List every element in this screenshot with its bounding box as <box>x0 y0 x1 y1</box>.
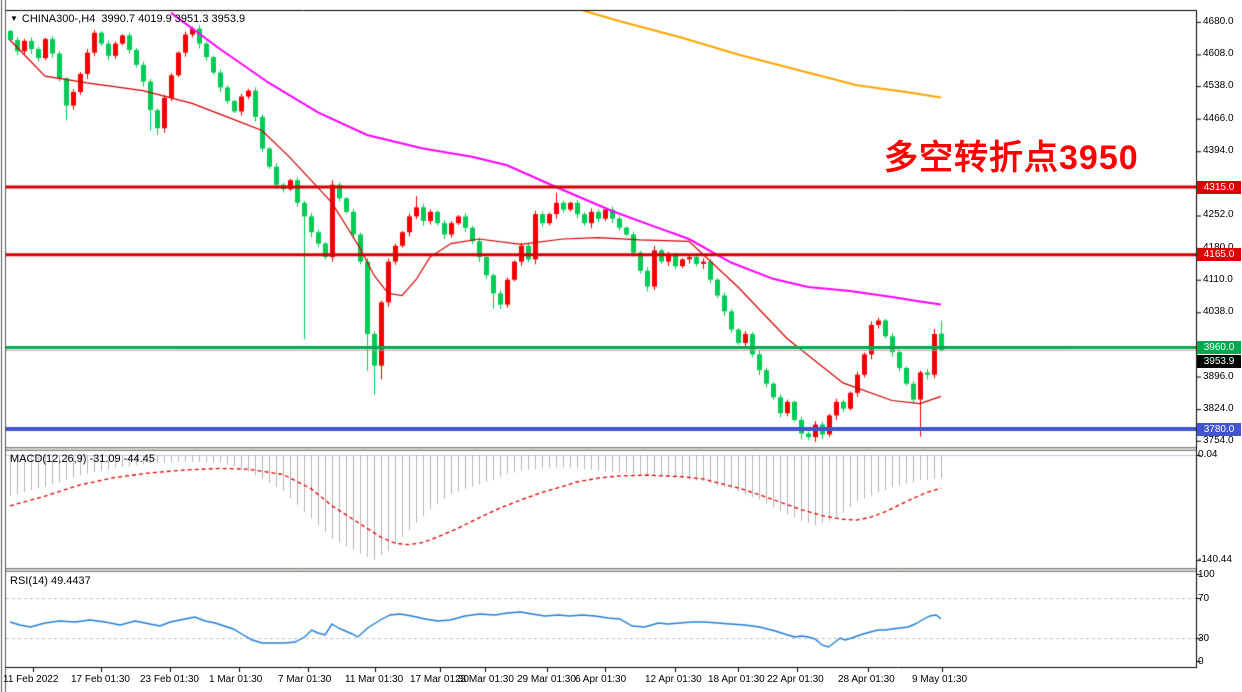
price-tick-label: 4466.0 <box>1203 112 1234 124</box>
date-label: 28 Apr 01:30 <box>838 674 895 685</box>
macd-indicator-label: MACD(12,26,9) -31.09 -44.45 <box>10 453 155 465</box>
chevron-down-icon[interactable]: ▼ <box>10 14 18 23</box>
date-label: 17 Mar 01:30 <box>410 674 469 685</box>
price-tick-label: 3754.0 <box>1203 434 1234 446</box>
date-label: 11 Mar 01:30 <box>345 674 404 685</box>
price-level-badge: 3960.0 <box>1197 341 1241 355</box>
chart-header: ▼ CHINA300-,H4 3990.7 4019.9 3951.3 3953.… <box>10 13 245 25</box>
date-label: 17 Feb 01:30 <box>71 674 130 685</box>
date-label: 12 Apr 01:30 <box>645 674 702 685</box>
date-label: 9 May 01:30 <box>912 674 968 685</box>
price-tick-label: 4110.0 <box>1203 273 1233 285</box>
price-tick-label: 4252.0 <box>1203 209 1234 221</box>
rsi-tick-label: 70 <box>1198 593 1210 604</box>
price-tick-label: 4680.0 <box>1203 15 1234 27</box>
date-label: 23 Feb 01:30 <box>140 674 199 685</box>
rsi-tick-label: 0 <box>1198 656 1204 667</box>
price-tick-label: 4608.0 <box>1203 48 1234 60</box>
price-tick-label: 4394.0 <box>1203 145 1234 157</box>
symbol-ohlc-label: CHINA300-,H4 3990.7 4019.9 3951.3 3953.9 <box>21 13 246 25</box>
rsi-tick-label: 30 <box>1198 633 1210 644</box>
price-tick-label: 4180.0 <box>1203 242 1234 253</box>
macd-tick-label: -140.44 <box>1198 553 1232 565</box>
price-level-badge: 4315.0 <box>1197 180 1241 194</box>
current-price-badge: 3953.9 <box>1197 355 1241 368</box>
date-label: 22 Apr 01:30 <box>767 674 824 685</box>
date-label: 23 Mar 01:30 <box>455 674 514 685</box>
date-label: 1 Mar 01:30 <box>209 674 263 685</box>
date-label: 7 Mar 01:30 <box>278 674 332 685</box>
date-label: 6 Apr 01:30 <box>575 674 627 685</box>
price-level-badge: 4165.0 <box>1197 248 1241 262</box>
price-tick-label: 3896.0 <box>1203 370 1234 382</box>
price-level-badge: 3780.0 <box>1197 422 1241 436</box>
price-tick-label: 3824.0 <box>1203 403 1234 415</box>
rsi-indicator-label: RSI(14) 49.4437 <box>10 575 91 587</box>
date-label: 29 Mar 01:30 <box>517 674 576 685</box>
date-label: 18 Apr 01:30 <box>708 674 765 685</box>
price-tick-label: 4038.0 <box>1203 306 1234 318</box>
date-label: 11 Feb 2022 <box>3 674 59 685</box>
macd-tick-label: 0.04 <box>1198 448 1218 460</box>
rsi-tick-label: 100 <box>1198 569 1215 580</box>
chart-annotation-text[interactable]: 多空转折点3950 <box>884 139 1139 177</box>
price-tick-label: 4538.0 <box>1203 80 1234 92</box>
